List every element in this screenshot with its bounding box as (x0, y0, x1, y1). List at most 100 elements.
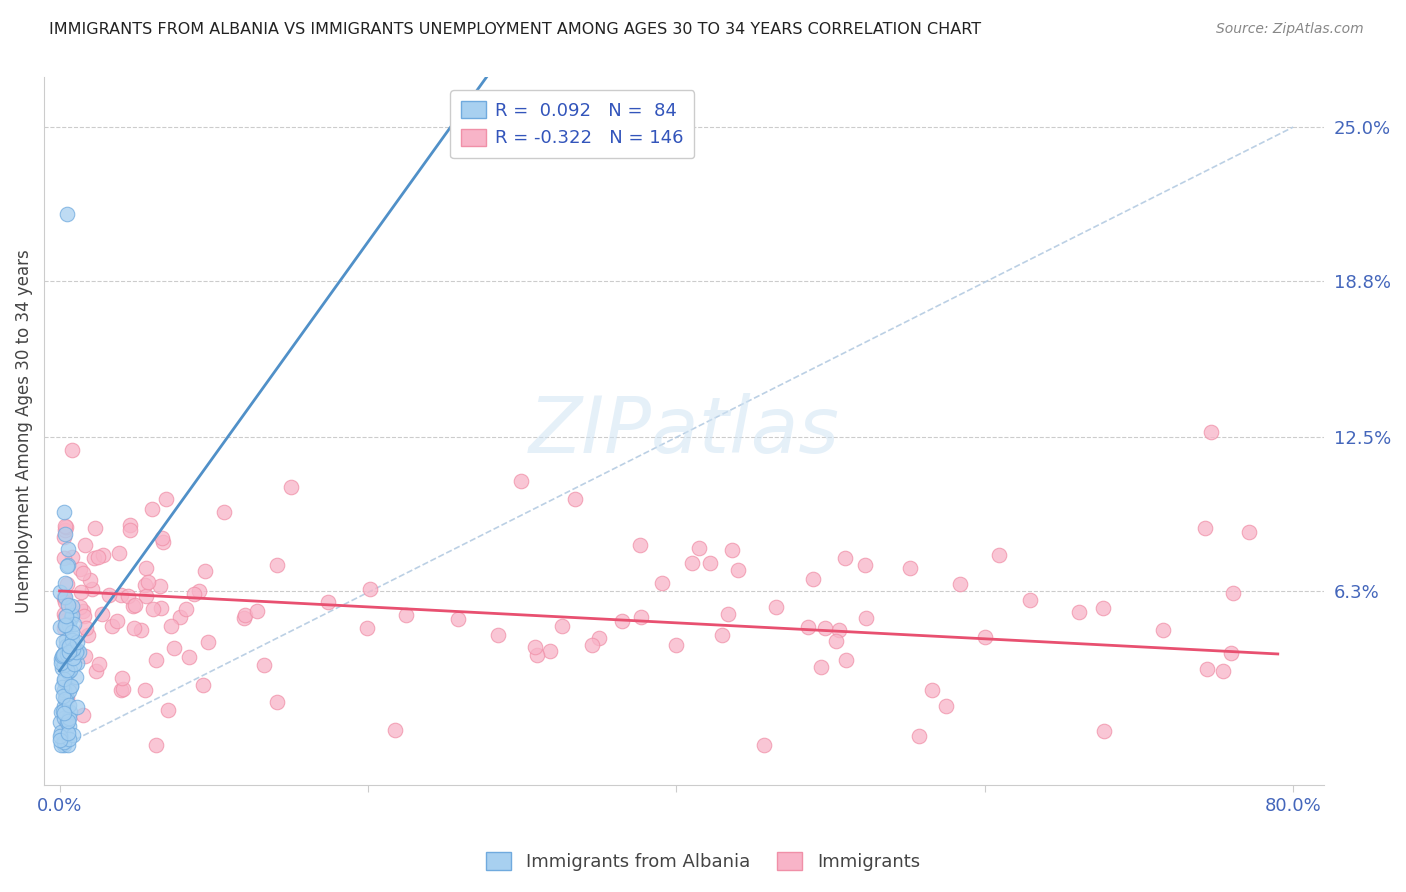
Point (65, 645, 87, 659)
Point (49, 651, 72, 665)
Point (52, 635, 75, 649)
Point (56, 558, 79, 573)
Point (155, 492, 177, 507)
Point (60, 632, 83, 647)
Point (233, 611, 256, 625)
Point (72, 604, 94, 618)
Point (55, 613, 77, 627)
Point (266, 695, 288, 709)
Point (55, 689, 77, 703)
Point (52, 657, 75, 672)
Point (1222, 586, 1244, 600)
Point (97, 588, 120, 602)
Point (253, 657, 276, 672)
Point (122, 599, 145, 614)
Point (75, 539, 97, 553)
Point (197, 634, 219, 648)
Point (53, 682, 76, 697)
Text: IMMIGRANTS FROM ALBANIA VS IMMIGRANTS UNEMPLOYMENT AMONG AGES 30 TO 34 YEARS COR: IMMIGRANTS FROM ALBANIA VS IMMIGRANTS UN… (49, 22, 981, 37)
Point (318, 595, 340, 609)
Point (935, 698, 957, 713)
Point (921, 682, 943, 697)
Point (187, 584, 209, 599)
Point (66, 656, 89, 670)
Point (65, 670, 87, 684)
Point (55, 524, 77, 538)
Point (551, 619, 574, 633)
Point (67, 645, 90, 659)
Point (53, 621, 76, 635)
Point (75, 621, 97, 635)
Point (49, 738, 72, 752)
Point (62, 651, 84, 665)
Point (52, 711, 75, 725)
Point (53, 647, 76, 661)
Point (49, 729, 72, 743)
Point (55, 618, 77, 632)
Point (55, 610, 77, 624)
Point (118, 523, 141, 537)
Point (55, 526, 77, 541)
Point (69, 600, 91, 615)
Text: Source: ZipAtlas.com: Source: ZipAtlas.com (1216, 22, 1364, 37)
Point (60, 629, 83, 643)
Point (53, 607, 76, 621)
Point (62, 616, 84, 631)
Point (699, 556, 721, 570)
Point (58, 719, 80, 733)
Point (280, 480, 302, 494)
Point (523, 640, 546, 654)
Point (145, 653, 167, 667)
Point (84, 664, 107, 678)
Point (1018, 593, 1040, 607)
Point (681, 556, 703, 570)
Point (191, 678, 214, 692)
Point (1201, 425, 1223, 440)
Point (564, 491, 586, 506)
Point (51, 680, 73, 694)
Point (898, 560, 921, 574)
Point (58, 663, 80, 677)
Point (70, 585, 93, 599)
Point (49, 725, 72, 739)
Point (58, 645, 80, 659)
Point (49, 705, 72, 719)
Point (149, 601, 172, 615)
Point (60, 679, 83, 693)
Point (56, 665, 79, 680)
Point (124, 598, 146, 612)
Point (58, 698, 80, 713)
Point (56, 559, 79, 574)
Point (58, 639, 80, 653)
Point (53, 591, 76, 605)
Point (710, 628, 733, 642)
Point (163, 641, 186, 656)
Point (58, 618, 80, 632)
Point (58, 711, 80, 725)
Point (1219, 646, 1241, 660)
Point (52, 648, 75, 663)
Point (66, 635, 89, 649)
Point (91, 548, 114, 562)
Point (150, 531, 173, 545)
Point (60, 611, 83, 625)
Point (828, 623, 851, 637)
Point (134, 578, 156, 592)
Point (1194, 521, 1216, 535)
Point (87, 550, 110, 565)
Point (82, 582, 104, 596)
Point (447, 611, 470, 625)
Point (58, 679, 80, 693)
Point (53, 530, 76, 544)
Point (538, 644, 561, 658)
Legend: R =  0.092   N =  84, R = -0.322   N = 146: R = 0.092 N = 84, R = -0.322 N = 146 (450, 90, 695, 158)
Point (84, 521, 107, 535)
Point (835, 653, 858, 667)
Legend: Immigrants from Albania, Immigrants: Immigrants from Albania, Immigrants (479, 846, 927, 879)
Point (136, 574, 159, 589)
Point (765, 599, 787, 614)
Point (1091, 600, 1114, 615)
Point (145, 738, 167, 752)
Point (1195, 662, 1218, 676)
Point (135, 561, 157, 575)
